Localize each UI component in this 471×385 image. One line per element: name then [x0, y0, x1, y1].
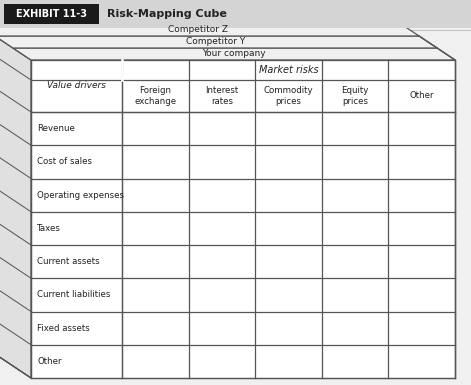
Bar	[31, 60, 455, 378]
Text: Current assets: Current assets	[37, 257, 100, 266]
Text: Other: Other	[409, 92, 434, 100]
Text: Interest
rates: Interest rates	[205, 86, 239, 106]
Text: Revenue: Revenue	[37, 124, 75, 133]
Bar	[4, 4, 99, 24]
Polygon shape	[0, 36, 31, 378]
Polygon shape	[13, 48, 455, 60]
Bar	[0, 0, 471, 28]
Text: Competitor Y: Competitor Y	[187, 37, 245, 47]
Text: Cost of sales: Cost of sales	[37, 157, 92, 166]
Text: Commodity
prices: Commodity prices	[264, 86, 313, 106]
Polygon shape	[0, 36, 437, 48]
Polygon shape	[419, 36, 455, 378]
Text: Risk-Mapping Cube: Risk-Mapping Cube	[107, 9, 227, 19]
Text: Taxes: Taxes	[37, 224, 61, 233]
Text: Fixed assets: Fixed assets	[37, 324, 90, 333]
Text: Other: Other	[37, 357, 62, 366]
Text: Your company: Your company	[202, 50, 266, 59]
Text: Equity
prices: Equity prices	[341, 86, 369, 106]
Text: EXHIBIT 11-3: EXHIBIT 11-3	[16, 9, 87, 19]
Text: Competitor Z: Competitor Z	[168, 25, 228, 35]
Text: Foreign
exchange: Foreign exchange	[134, 86, 177, 106]
Text: Operating expenses: Operating expenses	[37, 191, 124, 200]
Polygon shape	[0, 24, 419, 36]
Text: Value drivers: Value drivers	[47, 82, 106, 90]
Text: Market risks: Market risks	[259, 65, 318, 75]
Text: Current liabilities: Current liabilities	[37, 290, 110, 300]
